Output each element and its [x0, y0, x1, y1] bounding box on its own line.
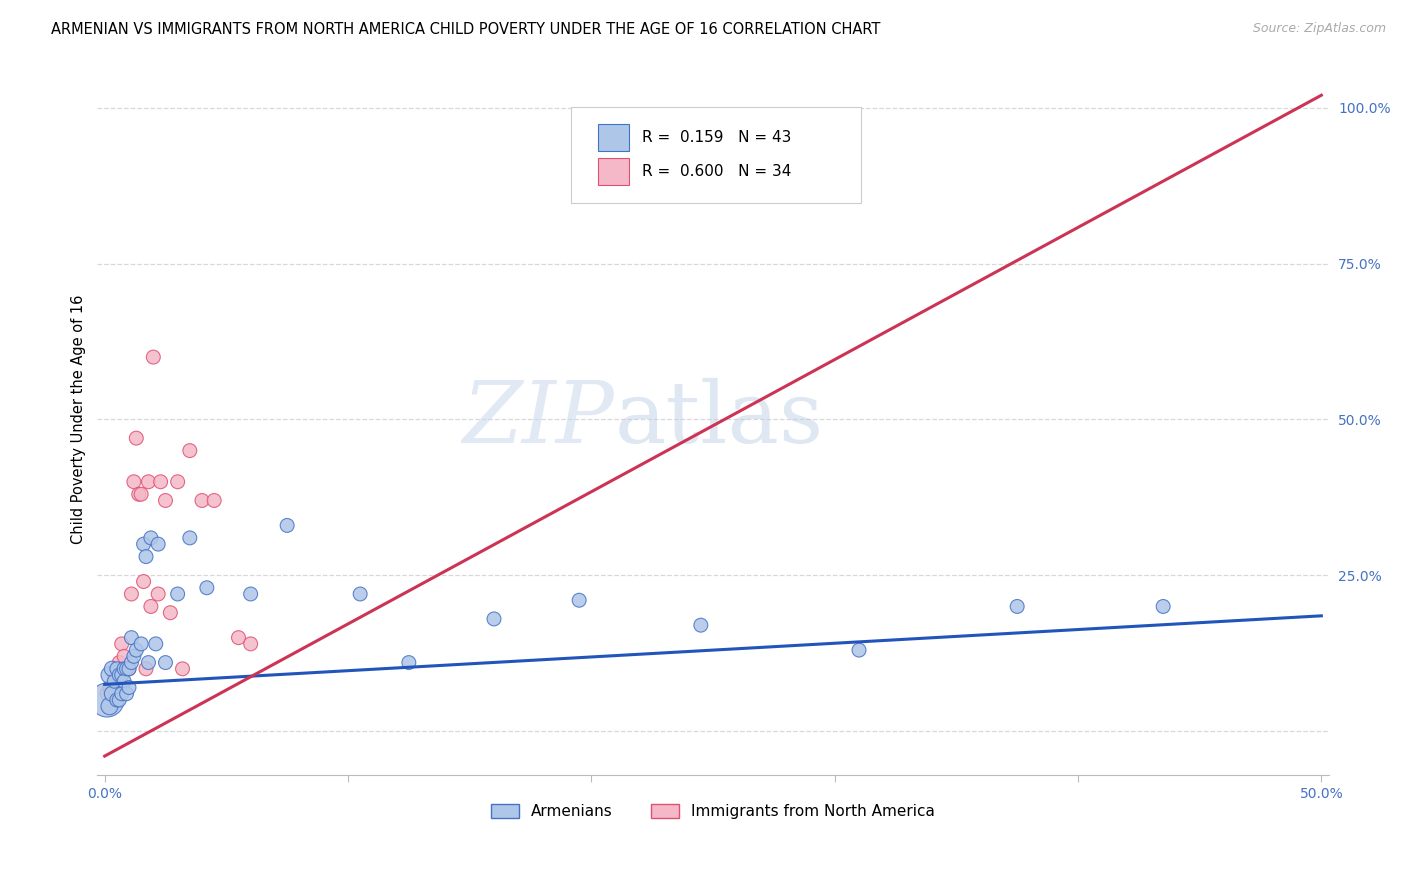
Point — [155, 493, 177, 508]
FancyBboxPatch shape — [571, 107, 860, 202]
Point — [155, 656, 177, 670]
Point — [98, 699, 121, 714]
Point — [228, 631, 250, 645]
Point — [179, 531, 201, 545]
Point — [135, 549, 157, 564]
Text: ARMENIAN VS IMMIGRANTS FROM NORTH AMERICA CHILD POVERTY UNDER THE AGE OF 16 CORR: ARMENIAN VS IMMIGRANTS FROM NORTH AMERIC… — [51, 22, 880, 37]
Point — [132, 537, 155, 551]
Point — [125, 643, 148, 657]
Y-axis label: Child Poverty Under the Age of 16: Child Poverty Under the Age of 16 — [72, 294, 86, 544]
Point — [148, 537, 170, 551]
Point — [115, 662, 138, 676]
Point — [142, 350, 165, 364]
Point — [125, 431, 148, 445]
Bar — [599, 158, 630, 185]
Point — [581, 120, 603, 134]
Point — [202, 493, 225, 508]
Point — [103, 668, 125, 682]
Point — [111, 637, 134, 651]
Point — [166, 475, 188, 489]
Point — [105, 662, 128, 676]
Point — [120, 631, 142, 645]
Point — [349, 587, 371, 601]
Point — [689, 618, 711, 632]
Bar — [599, 125, 630, 152]
Point — [122, 649, 145, 664]
Point — [1152, 599, 1174, 614]
Point — [96, 693, 118, 707]
Point — [239, 637, 262, 651]
Point — [148, 587, 170, 601]
Point — [118, 662, 141, 676]
Point — [101, 687, 124, 701]
Point — [122, 475, 145, 489]
Legend: Armenians, Immigrants from North America: Armenians, Immigrants from North America — [485, 798, 941, 825]
Point — [98, 681, 121, 695]
Point — [159, 606, 181, 620]
Point — [120, 656, 142, 670]
Point — [108, 693, 131, 707]
Point — [111, 687, 134, 701]
Point — [101, 662, 124, 676]
Point — [239, 587, 262, 601]
Point — [172, 662, 194, 676]
Point — [138, 656, 160, 670]
Point — [191, 493, 214, 508]
Point — [98, 668, 121, 682]
Text: R =  0.159   N = 43: R = 0.159 N = 43 — [641, 130, 792, 145]
Point — [166, 587, 188, 601]
Point — [145, 637, 167, 651]
Text: atlas: atlas — [614, 378, 824, 461]
Point — [678, 120, 700, 134]
Point — [120, 587, 142, 601]
Point — [96, 687, 118, 701]
Point — [112, 649, 135, 664]
Point — [139, 599, 162, 614]
Point — [118, 681, 141, 695]
Point — [276, 518, 298, 533]
Point — [848, 643, 870, 657]
Point — [135, 662, 157, 676]
Point — [179, 443, 201, 458]
Point — [1005, 599, 1028, 614]
Point — [108, 656, 131, 670]
Point — [105, 668, 128, 682]
Point — [108, 668, 131, 682]
Point — [149, 475, 172, 489]
Point — [568, 593, 591, 607]
Text: ZIP: ZIP — [463, 378, 614, 461]
Point — [139, 531, 162, 545]
Point — [105, 693, 128, 707]
Point — [195, 581, 218, 595]
Point — [115, 662, 138, 676]
Point — [482, 612, 505, 626]
Point — [132, 574, 155, 589]
Point — [398, 656, 420, 670]
Point — [111, 662, 134, 676]
Point — [129, 637, 152, 651]
Point — [112, 662, 135, 676]
Point — [103, 674, 125, 689]
Text: Source: ZipAtlas.com: Source: ZipAtlas.com — [1253, 22, 1386, 36]
Point — [101, 687, 124, 701]
Text: R =  0.600   N = 34: R = 0.600 N = 34 — [641, 164, 792, 179]
Point — [138, 475, 160, 489]
Point — [129, 487, 152, 501]
Point — [118, 662, 141, 676]
Point — [112, 674, 135, 689]
Point — [128, 487, 150, 501]
Point — [115, 687, 138, 701]
Point — [111, 668, 134, 682]
